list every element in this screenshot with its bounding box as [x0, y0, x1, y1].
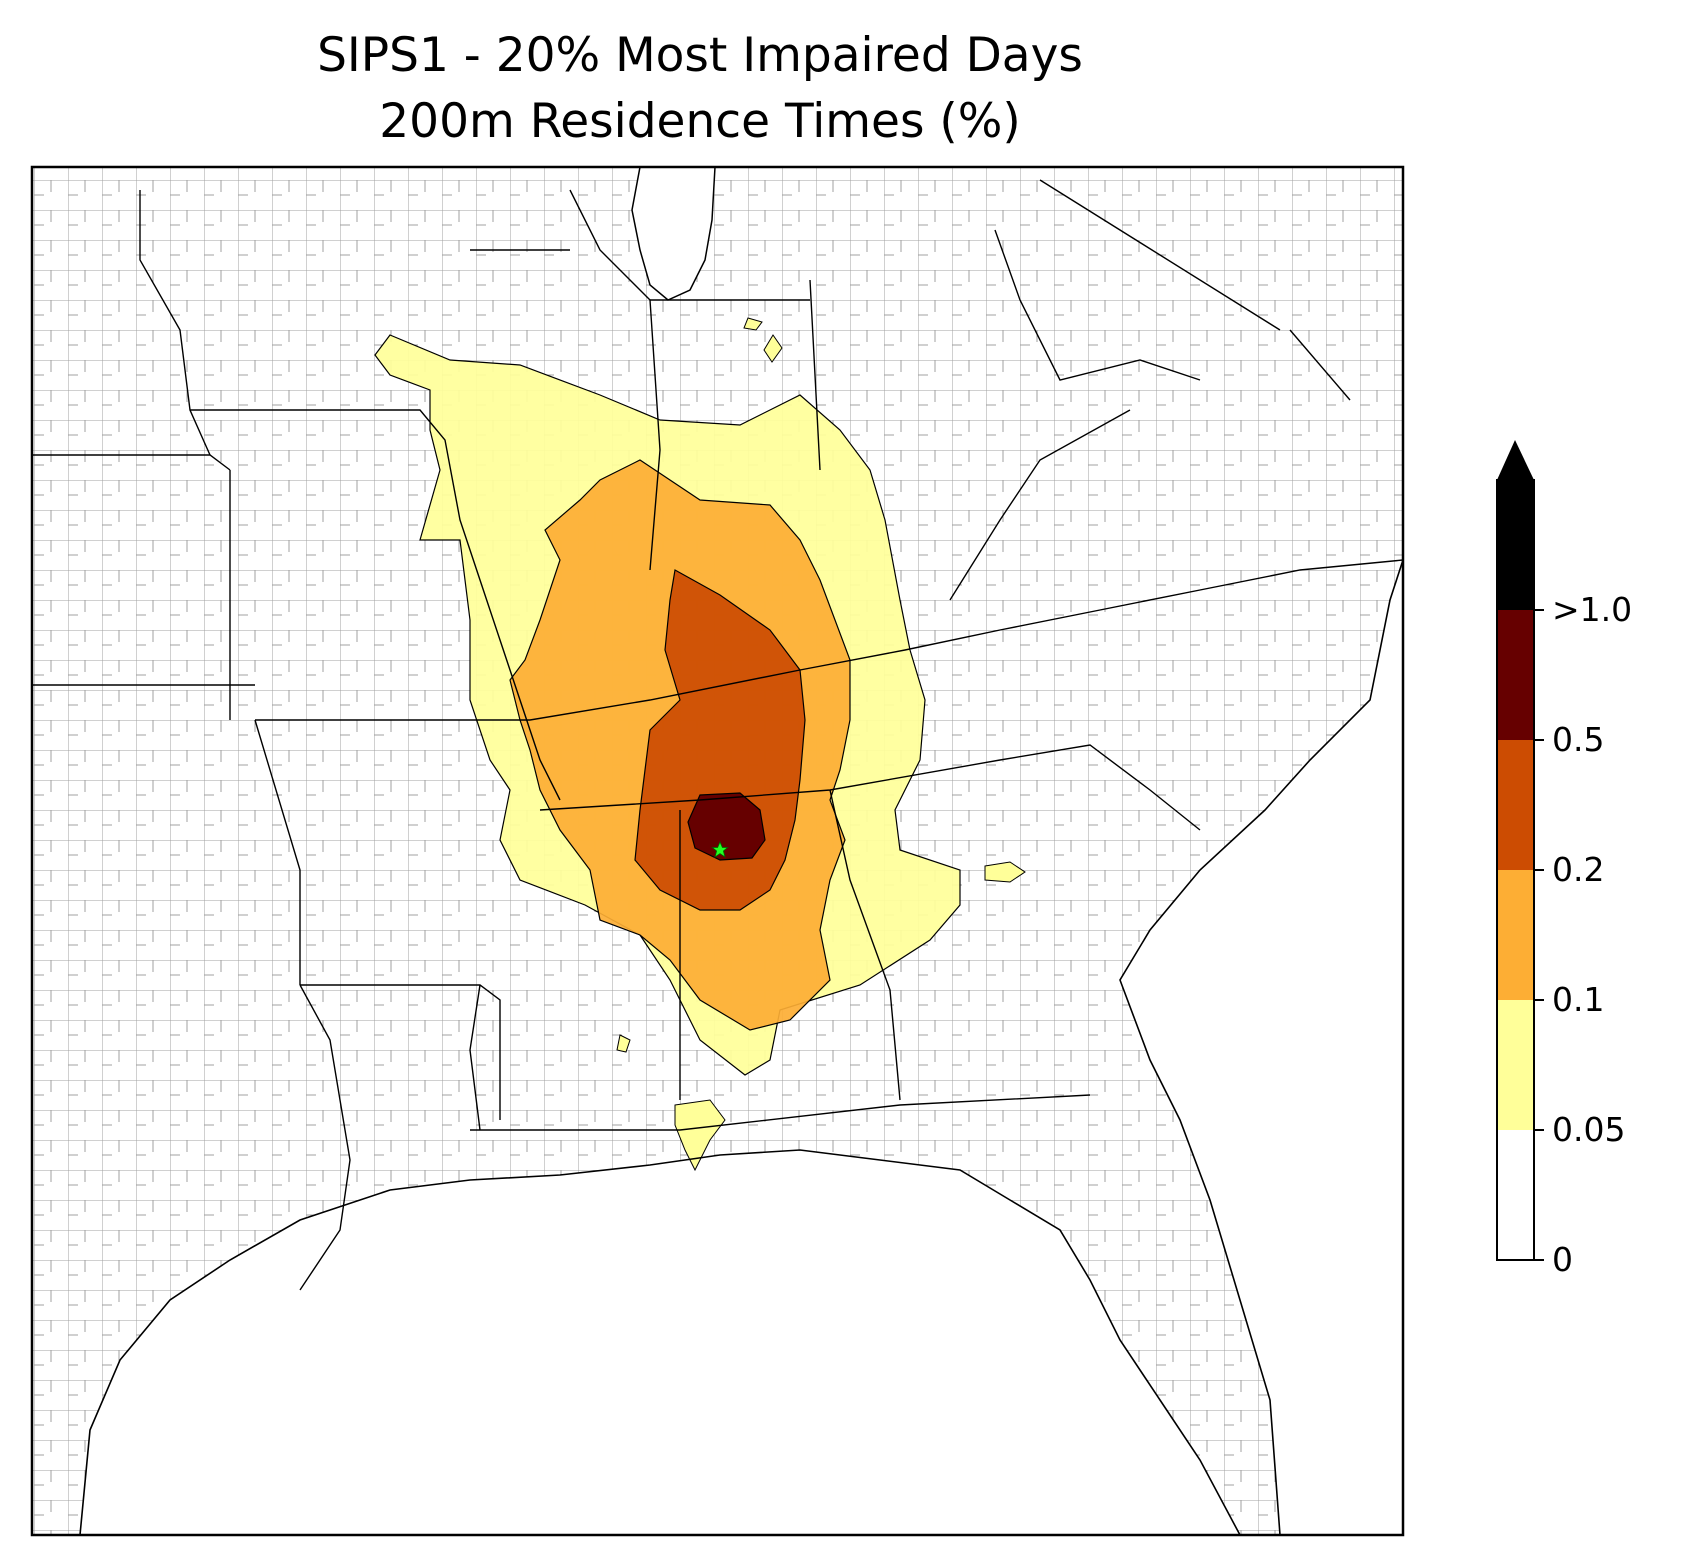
map-panel [30, 165, 1405, 1537]
contour-0.5 [687, 792, 766, 861]
lake-michigan [631, 167, 716, 301]
colorbar-extend-arrow [1497, 440, 1534, 480]
map-title-line-2: 200m Residence Times (%) [379, 94, 1021, 149]
colorbar [1496, 440, 1544, 1261]
state-boundaries [32, 179, 1403, 1291]
contour-patch [763, 334, 783, 363]
coastline [79, 1149, 1241, 1535]
colorbar-bin [1497, 480, 1534, 610]
map-title-line-1: SIPS1 - 20% Most Impaired Days [317, 28, 1083, 83]
colorbar-bin [1497, 610, 1534, 740]
colorbar-bin [1497, 870, 1534, 1000]
atlantic-coastline [1119, 559, 1403, 1535]
colorbar-bin [1497, 740, 1534, 870]
colorbar-tick-label: 0 [1552, 1240, 1573, 1279]
colorbar-tick-label: 0.05 [1552, 1110, 1626, 1149]
colorbar-tick-label: 0.5 [1552, 720, 1605, 759]
contour-patch [984, 861, 1026, 883]
map-frame [30, 165, 1405, 1537]
contour-patch [743, 317, 763, 331]
contour-patch [674, 1099, 726, 1172]
colorbar-bin [1497, 1130, 1534, 1260]
colorbar-tick-label: >1.0 [1552, 590, 1633, 629]
source-star-marker [711, 840, 729, 858]
colorbar-bin [1497, 1000, 1534, 1130]
contour-patch [616, 1034, 631, 1053]
colorbar-tick-label: 0.1 [1552, 980, 1605, 1019]
colorbar-tick-label: 0.2 [1552, 850, 1605, 889]
